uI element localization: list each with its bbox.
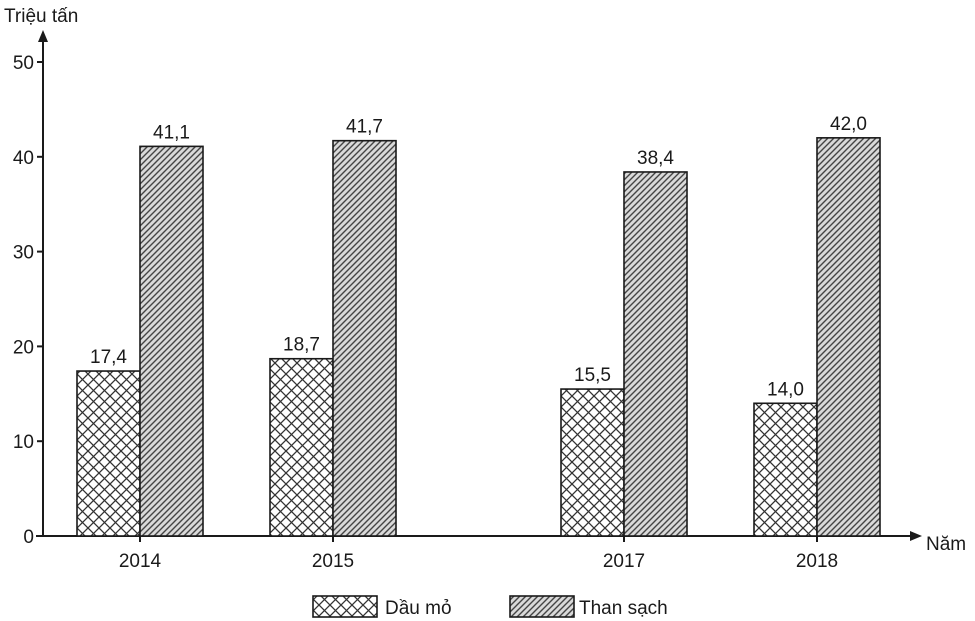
y-axis-ticks: 0 10 20 30 40 50 [13,53,43,548]
legend-swatch-than-sach [509,595,575,618]
data-label: 18,7 [283,335,320,356]
legend: Dầu mỏ Than sạch [312,595,668,619]
x-tick-label: 2018 [796,551,838,572]
x-tick-label: 2015 [312,551,354,572]
bar-dau-mo-2017 [560,388,625,537]
bar-dau-mo-2018 [753,402,818,537]
y-tick-label: 40 [13,148,34,169]
bar-than-sach-2014 [139,145,204,537]
legend-label-dau-mo: Dầu mỏ [385,598,452,619]
data-label: 17,4 [90,347,127,368]
y-tick-label: 20 [13,337,34,358]
data-label: 41,7 [346,117,383,138]
bar-dau-mo-2014 [76,370,141,537]
data-label: 41,1 [153,122,190,143]
data-label: 38,4 [637,148,674,169]
y-tick-label: 0 [23,527,34,548]
y-axis-title: Triệu tấn [4,6,78,27]
bar-than-sach-2017 [623,171,688,537]
data-label: 14,0 [767,379,804,400]
x-tick-label: 2017 [603,551,645,572]
data-label: 15,5 [574,365,611,386]
bar-than-sach-2015 [332,139,397,537]
bar-than-sach-2018 [816,137,881,537]
y-tick-label: 30 [13,243,34,264]
legend-label-than-sach: Than sạch [579,598,668,619]
x-axis-title: Năm [926,534,966,555]
y-tick-label: 10 [13,432,34,453]
y-tick-label: 50 [13,53,34,74]
legend-swatch-dau-mo [312,595,378,618]
data-label: 42,0 [830,114,867,135]
bar-dau-mo-2015 [269,357,334,537]
x-tick-label: 2014 [119,551,162,572]
bars-group: 17,4 41,1 2014 18,7 41,7 2015 15,5 38,4 2017 14,0… [76,114,881,572]
